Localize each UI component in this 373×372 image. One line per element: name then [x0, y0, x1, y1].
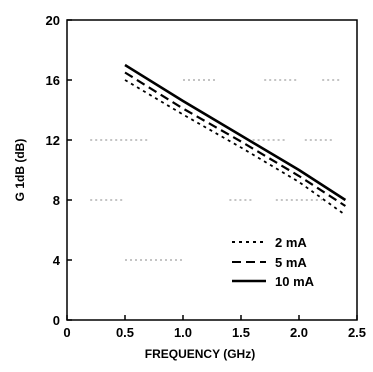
axis-ticks: 0 0.5 1.0 1.5 2.0 2.5 0 4 8 12 16 20	[46, 13, 367, 340]
y-axis-label: G 1dB (dB)	[13, 139, 27, 202]
grid-lines	[90, 79, 340, 261]
y-tick-label: 4	[53, 253, 61, 268]
legend-label-2ma: 2 mA	[275, 235, 307, 250]
x-tick-label: 1.5	[232, 325, 250, 340]
series-line-0	[124, 79, 346, 216]
plot-frame	[66, 19, 358, 321]
legend-label-10ma: 10 mA	[275, 274, 315, 289]
series-lines	[124, 63, 347, 216]
x-tick-label: 2.5	[348, 325, 366, 340]
y-tick-label: 20	[46, 13, 60, 28]
x-axis-label: FREQUENCY (GHz)	[145, 347, 255, 361]
x-tick-label: 0	[63, 325, 70, 340]
x-tick-label: 2.0	[290, 325, 308, 340]
y-tick-label: 0	[53, 313, 60, 328]
y-tick-label: 8	[53, 193, 60, 208]
legend-label-5ma: 5 mA	[275, 255, 307, 270]
x-tick-label: 1.0	[174, 325, 192, 340]
legend: 2 mA 5 mA 10 mA	[232, 235, 315, 289]
series-line-1	[124, 71, 346, 207]
x-tick-label: 0.5	[116, 325, 134, 340]
series-line-2	[124, 63, 347, 202]
y-tick-label: 12	[46, 133, 60, 148]
y-tick-label: 16	[46, 73, 60, 88]
